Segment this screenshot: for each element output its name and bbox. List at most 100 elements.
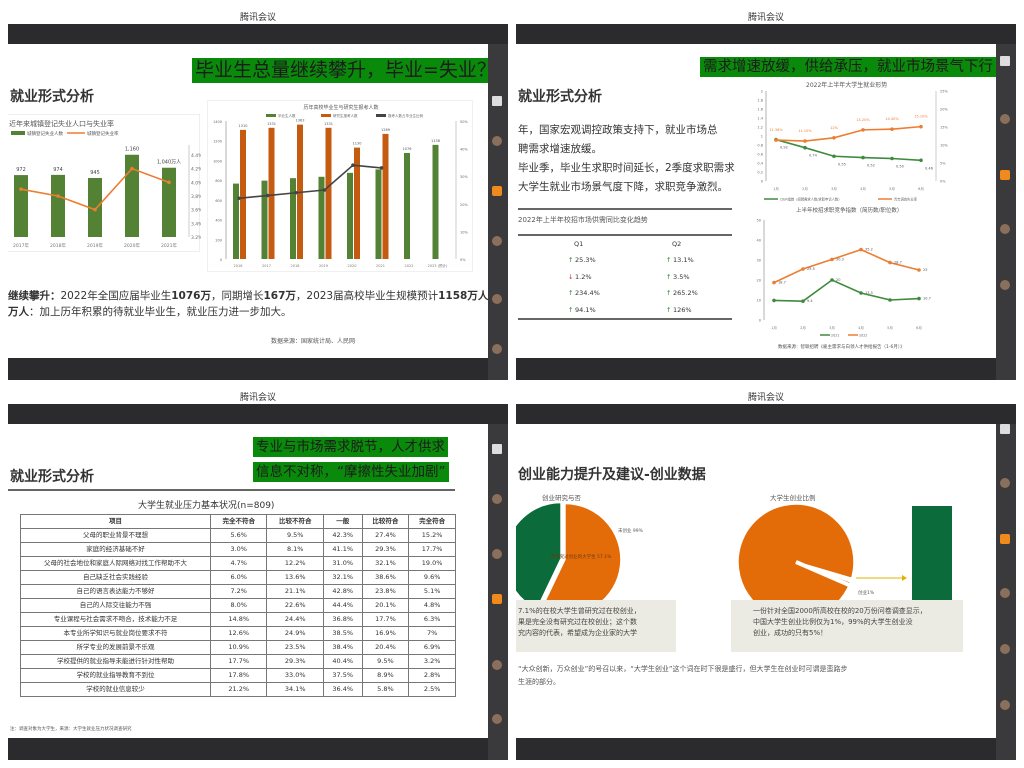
meeting-bottom-bar [8,738,488,760]
meeting-window-3: 专业与市场需求脱节，人才供求 信息不对称，“摩擦性失业加剧” 就业形式分析 大学… [8,404,508,760]
chart-title: 历年高校毕业生与研究生报考人数 [303,105,379,111]
caption-line: 创业，成功的只有5%！ [753,629,828,637]
text: 2022年全国应届毕业生 [60,290,172,302]
x-tick-label: 2016 [234,264,243,268]
y-tick-label: 0% [940,180,946,184]
table-cell: 40.4% [322,654,363,669]
participant-avatar[interactable] [1000,534,1010,544]
bar-graduates [233,183,239,259]
table-cell: 自己的语言表达能力不够好 [20,584,211,599]
table-row: 自己缺乏社会实践经验 6.0% 13.6% 32.1% 38.6% 9.6% [20,570,456,585]
table-cell: 学校提供的就业指导未能进行针对性帮助 [20,654,211,669]
summary-line-2: 万人：加上历年积累的待就业毕业生，就业压力进一步加大。 [8,304,292,319]
participant-avatar[interactable] [1000,56,1010,66]
slide-title: 就业形式分析 [10,89,94,105]
bar-graduates [375,169,382,259]
participant-avatar[interactable] [1000,114,1010,124]
participant-avatar[interactable] [1000,170,1010,180]
y-tick-label: 25% [940,90,948,94]
caption-box-1: 7.1%的在校大学生曾研究过在校创业， 果是完全没有研究过在校创业；这个数 究内… [516,600,676,652]
participant-avatar[interactable] [492,549,502,559]
y-tick-label: 0.6 [757,153,763,157]
slide-banner: 需求增速放缓，供给承压，就业市场景气下行 [700,57,996,77]
participant-avatar[interactable] [1000,478,1010,488]
participant-avatar[interactable] [1000,588,1010,598]
table-cell: 5.1% [408,584,456,599]
caption-box-2: 一份针对全国2000所高校在校的20万份问卷调查显示， 中国大学生创业比例仅为1… [731,600,963,652]
data-label: 14.20% [856,118,870,122]
table-cell: 5.6% [209,528,268,543]
participant-avatar[interactable] [1000,700,1010,710]
bold-text: 1158万人 [438,290,488,302]
table-cell: 32.1% [322,570,363,585]
data-label: 11.10% [798,129,812,133]
participant-avatar[interactable] [492,96,502,106]
table-cell: 16.9% [361,626,410,641]
y-tick-label: 4.2% [191,167,201,173]
table-cell: 37.5% [322,668,363,683]
x-tick-label: 2月 [802,186,808,191]
participant-avatar[interactable] [492,344,502,354]
y-tick-label: 600 [215,199,222,203]
chart-title: 创业研究与否 [542,494,581,502]
table-cell: 15.2% [408,528,456,543]
y-tick-label: 20% [940,108,948,112]
y-tick-label: 0 [220,258,222,262]
participant-avatar[interactable] [492,494,502,504]
participant-avatar[interactable] [492,136,502,146]
arrow-up-icon: ↑ [666,272,672,281]
participant-avatar[interactable] [1000,224,1010,234]
series-2021-line-point [859,291,863,295]
table-cell: 24.9% [266,626,324,641]
bold-text: 继续攀升： [8,290,61,302]
shared-slide-4: 创业能力提升及建议-创业数据 创业研究与否 大学生创业比例 曾研究过创业的大学生… [516,424,996,738]
participant-avatar[interactable] [492,714,502,724]
table-cell: 41.1% [322,542,363,557]
participant-avatar[interactable] [1000,424,1010,434]
participant-avatar[interactable] [1000,280,1010,290]
data-label: 20 [836,278,840,282]
legend-label: 研究生报考人数 [333,113,358,118]
table-cell: 自己的人际交往能力不强 [20,598,211,613]
table-cell: 17.8% [209,668,268,683]
table-row: 自己的语言表达能力不够好 7.2% 21.1% 42.8% 23.8% 5.1% [20,584,456,599]
column-header: Q1 [574,240,584,248]
rate-line-point [167,180,171,185]
participant-avatar[interactable] [492,294,502,304]
arrow-up-icon: ↑ [568,305,574,314]
source-note: 数据来源：国家统计局、人民网 [271,338,356,345]
table-cell: 19.0% [408,556,456,571]
x-tick-label: 6月 [916,325,922,330]
bold-text: 1076万 [171,290,211,302]
y-tick-label: 3.4% [191,221,201,227]
participant-avatar[interactable] [492,186,502,196]
column-header: 比较符合 [361,514,410,529]
series-2021-line-point [772,298,776,303]
x-tick-label: 2月 [800,325,806,330]
table-cell: 13.6% [266,570,324,585]
data-label: 0.52 [867,164,875,168]
bar-applicants [240,129,246,259]
table-cell: 20.1% [361,598,410,613]
x-tick-label: 4月 [858,325,864,330]
table-cell: 33.0% [266,668,324,683]
participant-avatar[interactable] [492,594,502,604]
participant-avatar[interactable] [492,660,502,670]
x-tick-label: 2017 [262,264,271,268]
data-label: 1269 [381,128,390,132]
table-cell: 12.6% [209,626,268,641]
table-header-row: 项目 完全不符合 比较不符合 一般 比较符合 完全符合 [20,514,456,529]
unemployment-line-point [832,136,836,140]
table-cell: 24.4% [266,612,324,627]
legend-label: 城镇登记失业人数 [27,130,63,137]
participant-avatar[interactable] [492,236,502,246]
bar-graduates [404,152,410,259]
text: ：加上历年积累的待就业毕业生，就业压力进一步加大。 [29,306,292,318]
slide-title: 就业形式分析 [518,89,602,105]
table-cell: 学校的就业信息较少 [20,682,211,697]
table-cell: 专业课程与社会需求不吻合，技术能力不足 [20,612,211,627]
cier-line-point [861,155,865,160]
participant-avatar[interactable] [1000,644,1010,654]
table-cell: 9.6% [408,570,456,585]
participant-avatar[interactable] [492,444,502,454]
